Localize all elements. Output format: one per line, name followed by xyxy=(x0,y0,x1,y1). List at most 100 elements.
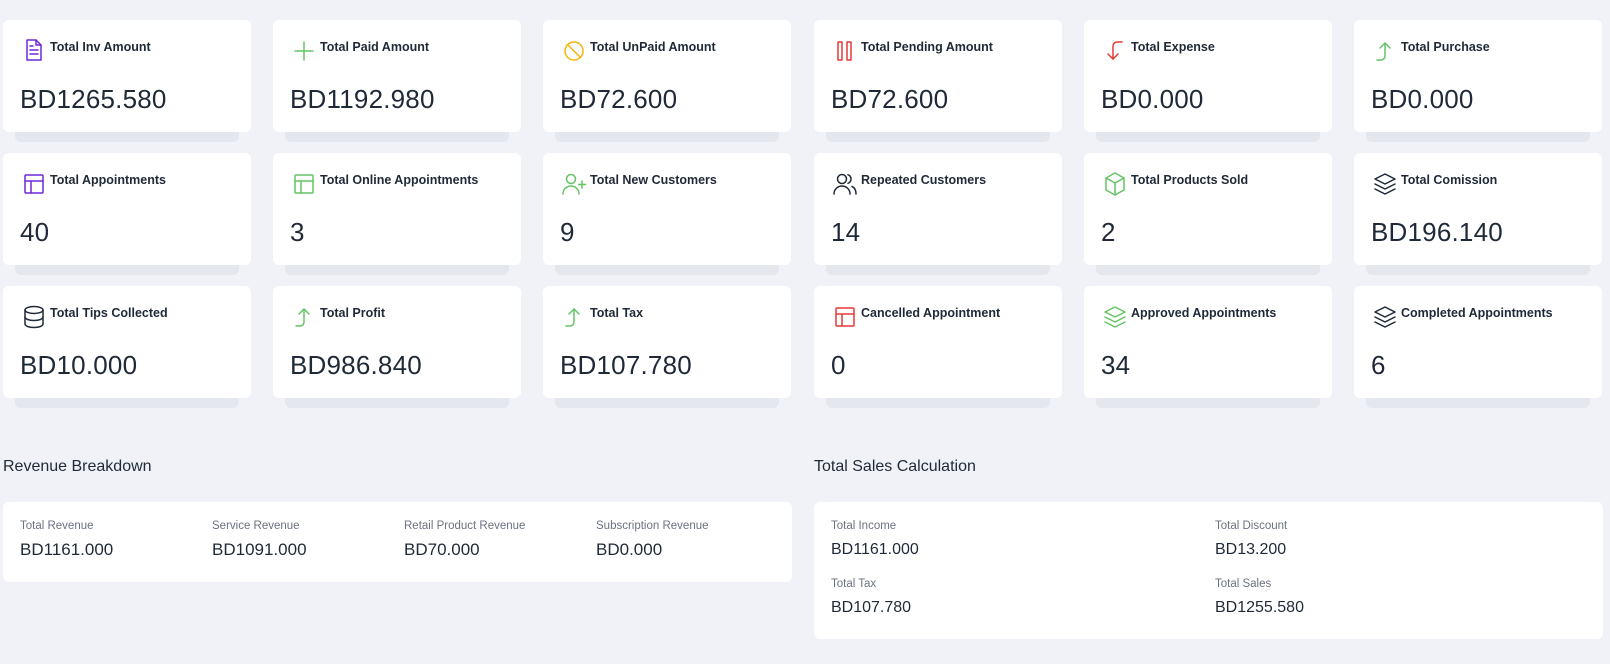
stat-label: Total Profit xyxy=(320,306,386,320)
stat-value: BD10.000 xyxy=(20,350,138,380)
total-tax-label: Total Tax xyxy=(831,578,877,590)
stat-label: Total Purchase xyxy=(1401,40,1490,54)
total-sales-label: Total Sales xyxy=(1215,578,1272,590)
stat-card-total-tips-collected: Total Tips Collected BD10.000 xyxy=(3,286,251,408)
pause-icon xyxy=(831,37,859,65)
stat-label: Total Inv Amount xyxy=(50,40,151,54)
card-shadow xyxy=(1096,398,1320,408)
stat-value: 6 xyxy=(1371,350,1386,380)
card-shadow xyxy=(1096,132,1320,142)
stat-value: 40 xyxy=(20,217,50,247)
stat-label: Completed Appointments xyxy=(1401,306,1553,320)
stat-value: 9 xyxy=(560,217,575,247)
service-revenue-value: BD1091.000 xyxy=(212,540,307,559)
card-shadow xyxy=(1096,265,1320,275)
card-body: Total Tips Collected BD10.000 xyxy=(3,286,251,398)
card-shadow xyxy=(285,132,509,142)
stat-value: BD1192.980 xyxy=(290,84,435,114)
stat-value: 34 xyxy=(1101,350,1131,380)
stat-card-completed-appointments: Completed Appointments 6 xyxy=(1354,286,1602,408)
stat-value: 14 xyxy=(831,217,861,247)
stat-card-cancelled-appointment: Cancelled Appointment 0 xyxy=(814,286,1062,408)
total-revenue-value: BD1161.000 xyxy=(20,540,114,559)
card-body: Total UnPaid Amount BD72.600 xyxy=(543,20,791,132)
layers-icon xyxy=(1101,303,1129,331)
card-shadow xyxy=(826,132,1050,142)
stat-label: Total Products Sold xyxy=(1131,173,1249,187)
stat-card-total-appointments: Total Appointments 40 xyxy=(3,153,251,275)
retail-product-revenue-label: Retail Product Revenue xyxy=(404,520,526,532)
layers-icon xyxy=(1371,170,1399,198)
stat-label: Total Appointments xyxy=(50,173,166,187)
subscription-revenue-value: BD0.000 xyxy=(596,540,663,559)
stat-label: Cancelled Appointment xyxy=(861,306,1001,320)
card-shadow xyxy=(15,398,239,408)
card-body: Total Purchase BD0.000 xyxy=(1354,20,1602,132)
card-shadow xyxy=(555,132,779,142)
slash-circle-icon xyxy=(560,37,588,65)
stat-card-total-online-appointments: Total Online Appointments 3 xyxy=(273,153,521,275)
arrow-up-right-icon xyxy=(1371,37,1399,65)
stat-card-total-tax: Total Tax BD107.780 xyxy=(543,286,791,408)
total-sales-value: BD1255.580 xyxy=(1215,599,1304,616)
card-shadow xyxy=(826,398,1050,408)
card-body: Total Inv Amount BD1265.580 xyxy=(3,20,251,132)
stat-label: Approved Appointments xyxy=(1131,306,1277,320)
retail-product-revenue-value: BD70.000 xyxy=(404,540,480,559)
stat-card-total-products-sold: Total Products Sold 2 xyxy=(1084,153,1332,275)
card-body: Total Profit BD986.840 xyxy=(273,286,521,398)
total-income-value: BD1161.000 xyxy=(831,541,919,558)
card-body: Total Pending Amount BD72.600 xyxy=(814,20,1062,132)
service-revenue-label: Service Revenue xyxy=(212,520,300,532)
users-icon xyxy=(831,170,859,198)
stat-value: BD72.600 xyxy=(560,84,678,114)
card-body: Total Products Sold 2 xyxy=(1084,153,1332,265)
card-shadow xyxy=(15,132,239,142)
stat-label: Total Comission xyxy=(1401,173,1498,187)
card-body: Total New Customers 9 xyxy=(543,153,791,265)
card-body: Total Expense BD0.000 xyxy=(1084,20,1332,132)
card-body: Approved Appointments 34 xyxy=(1084,286,1332,398)
card-shadow xyxy=(1366,265,1590,275)
card-body: Total Paid Amount BD1192.980 xyxy=(273,20,521,132)
stat-label: Total UnPaid Amount xyxy=(590,40,716,54)
layout-icon xyxy=(831,303,859,331)
stat-card-total-profit: Total Profit BD986.840 xyxy=(273,286,521,408)
stat-value: BD72.600 xyxy=(831,84,949,114)
stat-label: Total Tax xyxy=(590,306,644,320)
stat-label: Total New Customers xyxy=(590,173,717,187)
card-shadow xyxy=(826,265,1050,275)
stat-value: BD107.780 xyxy=(560,350,692,380)
stat-card-total-comission: Total Comission BD196.140 xyxy=(1354,153,1602,275)
stat-value: 3 xyxy=(290,217,305,247)
database-icon xyxy=(20,303,48,331)
total-income-label: Total Income xyxy=(831,520,897,532)
stat-value: 2 xyxy=(1101,217,1116,247)
stat-card-total-new-customers: Total New Customers 9 xyxy=(543,153,791,275)
card-body: Completed Appointments 6 xyxy=(1354,286,1602,398)
revenue-breakdown-panel: Total Revenue BD1161.000 Service Revenue… xyxy=(3,502,792,582)
card-shadow xyxy=(1366,398,1590,408)
layout-icon xyxy=(290,170,318,198)
total-sales-calculation-title: Total Sales Calculation xyxy=(814,458,976,475)
stat-label: Repeated Customers xyxy=(861,173,987,187)
stat-value: BD1265.580 xyxy=(20,84,167,114)
arrow-up-right-icon xyxy=(560,303,588,331)
stat-value: BD0.000 xyxy=(1101,84,1204,114)
layout-icon xyxy=(20,170,48,198)
stat-label: Total Pending Amount xyxy=(861,40,993,54)
stat-value: 0 xyxy=(831,350,846,380)
stat-card-total-paid-amount: Total Paid Amount BD1192.980 xyxy=(273,20,521,142)
stat-card-approved-appointments: Approved Appointments 34 xyxy=(1084,286,1332,408)
subscription-revenue-label: Subscription Revenue xyxy=(596,520,709,532)
plus-icon xyxy=(290,37,318,65)
arrow-up-right-icon xyxy=(290,303,318,331)
card-shadow xyxy=(555,398,779,408)
total-discount-value: BD13.200 xyxy=(1215,541,1287,558)
card-shadow xyxy=(285,398,509,408)
card-body: Total Appointments 40 xyxy=(3,153,251,265)
card-shadow xyxy=(1366,132,1590,142)
stat-label: Total Paid Amount xyxy=(320,40,430,54)
card-shadow xyxy=(555,265,779,275)
total-sales-calculation-panel: Total Income BD1161.000 Total Discount B… xyxy=(814,502,1603,639)
